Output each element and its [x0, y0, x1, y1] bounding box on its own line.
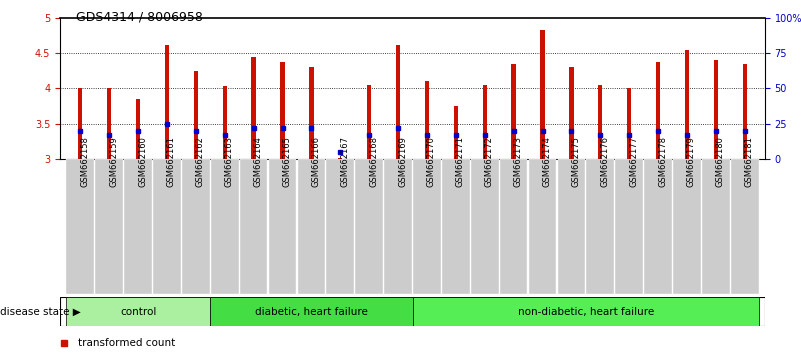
Bar	[656, 62, 660, 159]
Text: GSM662174: GSM662174	[542, 137, 552, 187]
Bar	[685, 50, 689, 159]
FancyBboxPatch shape	[124, 159, 152, 294]
Text: GSM662161: GSM662161	[167, 137, 176, 187]
Bar	[338, 158, 343, 159]
Text: GSM662173: GSM662173	[513, 137, 522, 188]
Bar	[714, 60, 718, 159]
Text: GSM662162: GSM662162	[196, 137, 205, 187]
Text: GSM662167: GSM662167	[340, 137, 349, 188]
FancyBboxPatch shape	[673, 159, 701, 294]
Bar	[743, 64, 747, 159]
Bar	[396, 45, 400, 159]
Bar	[280, 62, 284, 159]
Bar	[453, 106, 458, 159]
Bar	[136, 99, 140, 159]
Text: GSM662170: GSM662170	[427, 137, 436, 187]
Bar	[482, 85, 487, 159]
Text: GSM662180: GSM662180	[716, 137, 725, 187]
Bar	[627, 88, 631, 159]
Text: GSM662179: GSM662179	[687, 137, 696, 187]
Text: GSM662158: GSM662158	[80, 137, 89, 187]
Bar	[252, 57, 256, 159]
Bar	[367, 85, 372, 159]
FancyBboxPatch shape	[413, 159, 441, 294]
FancyBboxPatch shape	[211, 297, 413, 326]
FancyBboxPatch shape	[500, 159, 528, 294]
Text: GSM662176: GSM662176	[600, 137, 610, 188]
Text: GSM662168: GSM662168	[369, 137, 378, 188]
FancyBboxPatch shape	[182, 159, 210, 294]
Text: GSM662178: GSM662178	[658, 137, 667, 188]
Text: GSM662163: GSM662163	[225, 137, 234, 188]
Text: transformed count: transformed count	[78, 338, 175, 348]
Bar	[223, 86, 227, 159]
Bar	[541, 30, 545, 159]
Text: GSM662169: GSM662169	[398, 137, 407, 187]
FancyBboxPatch shape	[66, 297, 211, 326]
FancyBboxPatch shape	[66, 159, 95, 294]
FancyBboxPatch shape	[211, 159, 239, 294]
FancyBboxPatch shape	[529, 159, 557, 294]
FancyBboxPatch shape	[95, 159, 123, 294]
FancyBboxPatch shape	[239, 159, 268, 294]
Text: GSM662165: GSM662165	[283, 137, 292, 187]
Text: GSM662181: GSM662181	[745, 137, 754, 187]
Text: GSM662160: GSM662160	[138, 137, 147, 187]
Bar	[425, 81, 429, 159]
FancyBboxPatch shape	[268, 159, 296, 294]
Text: GDS4314 / 8006958: GDS4314 / 8006958	[76, 11, 203, 24]
Bar	[570, 67, 574, 159]
FancyBboxPatch shape	[297, 159, 325, 294]
Text: GSM662166: GSM662166	[312, 137, 320, 188]
Text: GSM662172: GSM662172	[485, 137, 493, 187]
FancyBboxPatch shape	[413, 297, 759, 326]
Text: control: control	[120, 307, 156, 316]
Text: disease state ▶: disease state ▶	[0, 307, 81, 316]
FancyBboxPatch shape	[153, 159, 181, 294]
FancyBboxPatch shape	[442, 159, 469, 294]
Text: non-diabetic, heart failure: non-diabetic, heart failure	[517, 307, 654, 316]
Bar	[512, 64, 516, 159]
Text: GSM662175: GSM662175	[571, 137, 581, 187]
FancyBboxPatch shape	[327, 159, 354, 294]
Text: GSM662171: GSM662171	[456, 137, 465, 187]
Text: diabetic, heart failure: diabetic, heart failure	[255, 307, 368, 316]
Bar	[309, 67, 313, 159]
Bar	[598, 85, 602, 159]
FancyBboxPatch shape	[731, 159, 759, 294]
FancyBboxPatch shape	[586, 159, 614, 294]
FancyBboxPatch shape	[384, 159, 412, 294]
Text: GSM662164: GSM662164	[254, 137, 263, 187]
Bar	[194, 71, 198, 159]
FancyBboxPatch shape	[702, 159, 730, 294]
FancyBboxPatch shape	[615, 159, 643, 294]
Text: GSM662159: GSM662159	[109, 137, 119, 187]
Bar	[107, 88, 111, 159]
Bar	[165, 45, 169, 159]
FancyBboxPatch shape	[356, 159, 383, 294]
FancyBboxPatch shape	[557, 159, 586, 294]
FancyBboxPatch shape	[471, 159, 498, 294]
Bar	[78, 88, 83, 159]
Text: GSM662177: GSM662177	[629, 137, 638, 188]
FancyBboxPatch shape	[644, 159, 672, 294]
